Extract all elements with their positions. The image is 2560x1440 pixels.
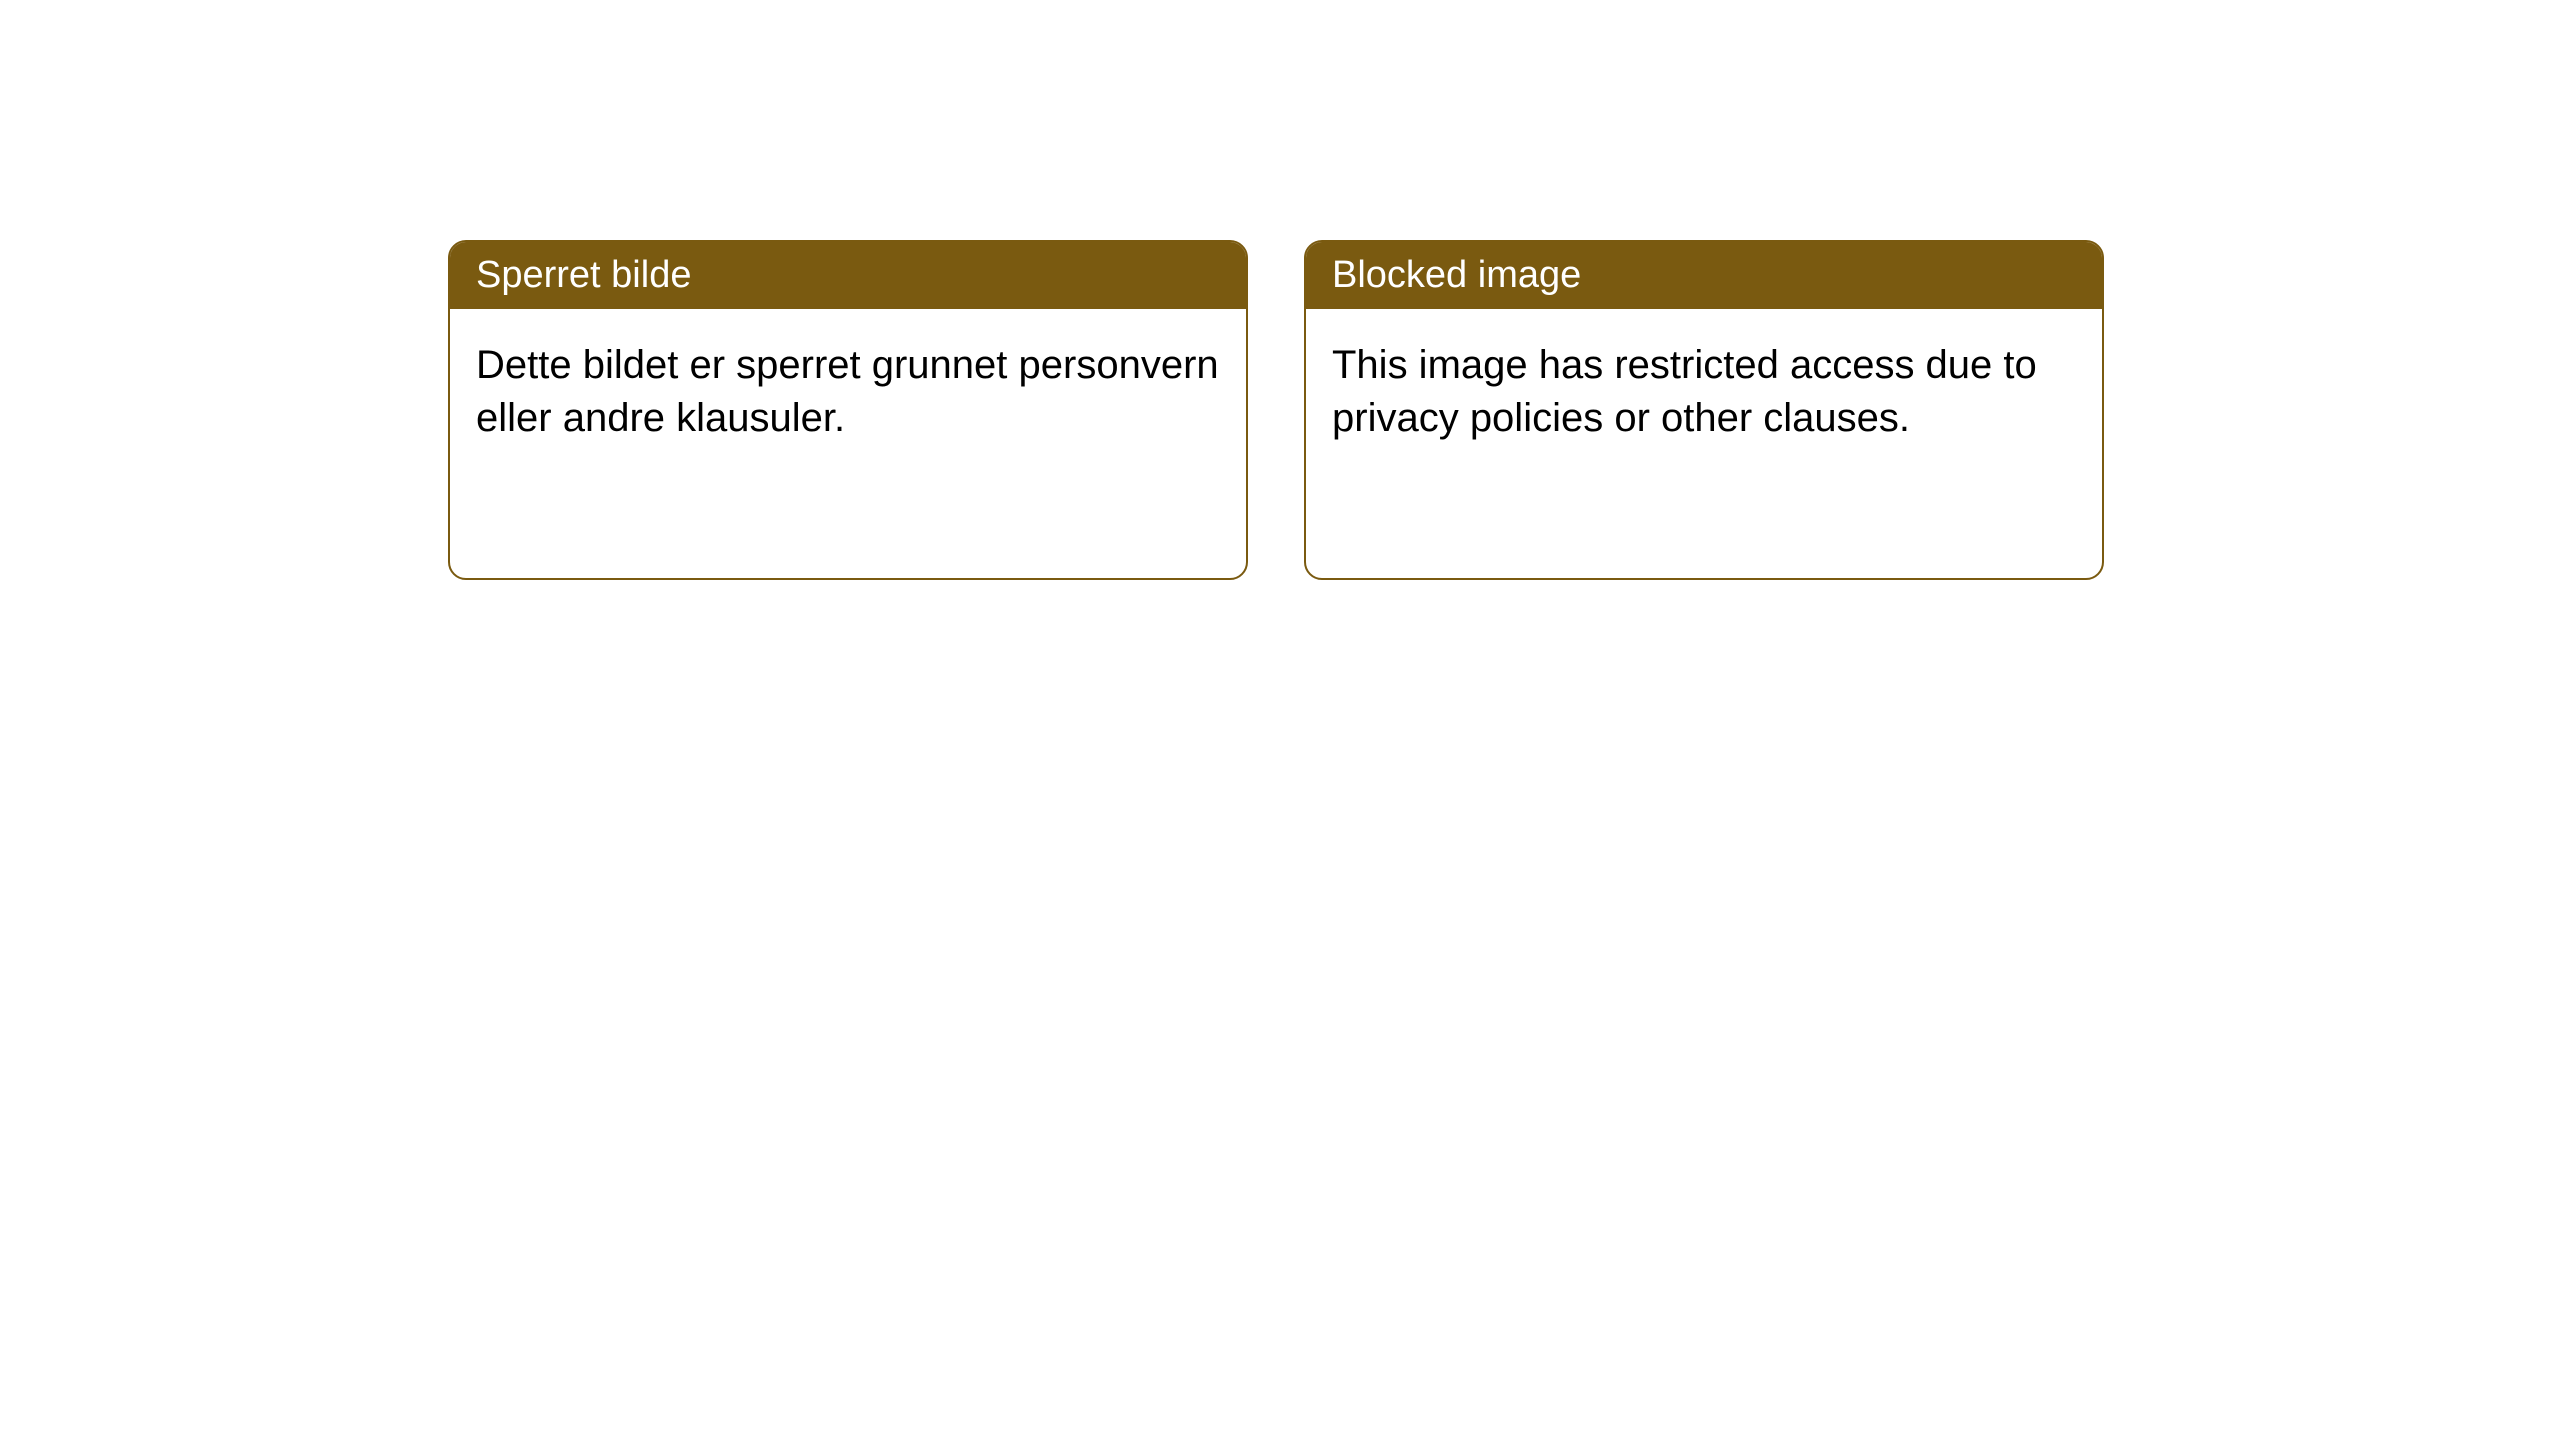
card-body: Dette bildet er sperret grunnet personve… xyxy=(450,309,1246,475)
card-body-text: This image has restricted access due to … xyxy=(1332,343,2037,440)
notice-container: Sperret bilde Dette bildet er sperret gr… xyxy=(0,0,2560,580)
notice-card-english: Blocked image This image has restricted … xyxy=(1304,240,2104,580)
card-body: This image has restricted access due to … xyxy=(1306,309,2102,475)
card-title: Sperret bilde xyxy=(476,254,691,296)
card-body-text: Dette bildet er sperret grunnet personve… xyxy=(476,343,1219,440)
notice-card-norwegian: Sperret bilde Dette bildet er sperret gr… xyxy=(448,240,1248,580)
card-title: Blocked image xyxy=(1332,254,1581,296)
card-header: Sperret bilde xyxy=(450,242,1246,309)
card-header: Blocked image xyxy=(1306,242,2102,309)
